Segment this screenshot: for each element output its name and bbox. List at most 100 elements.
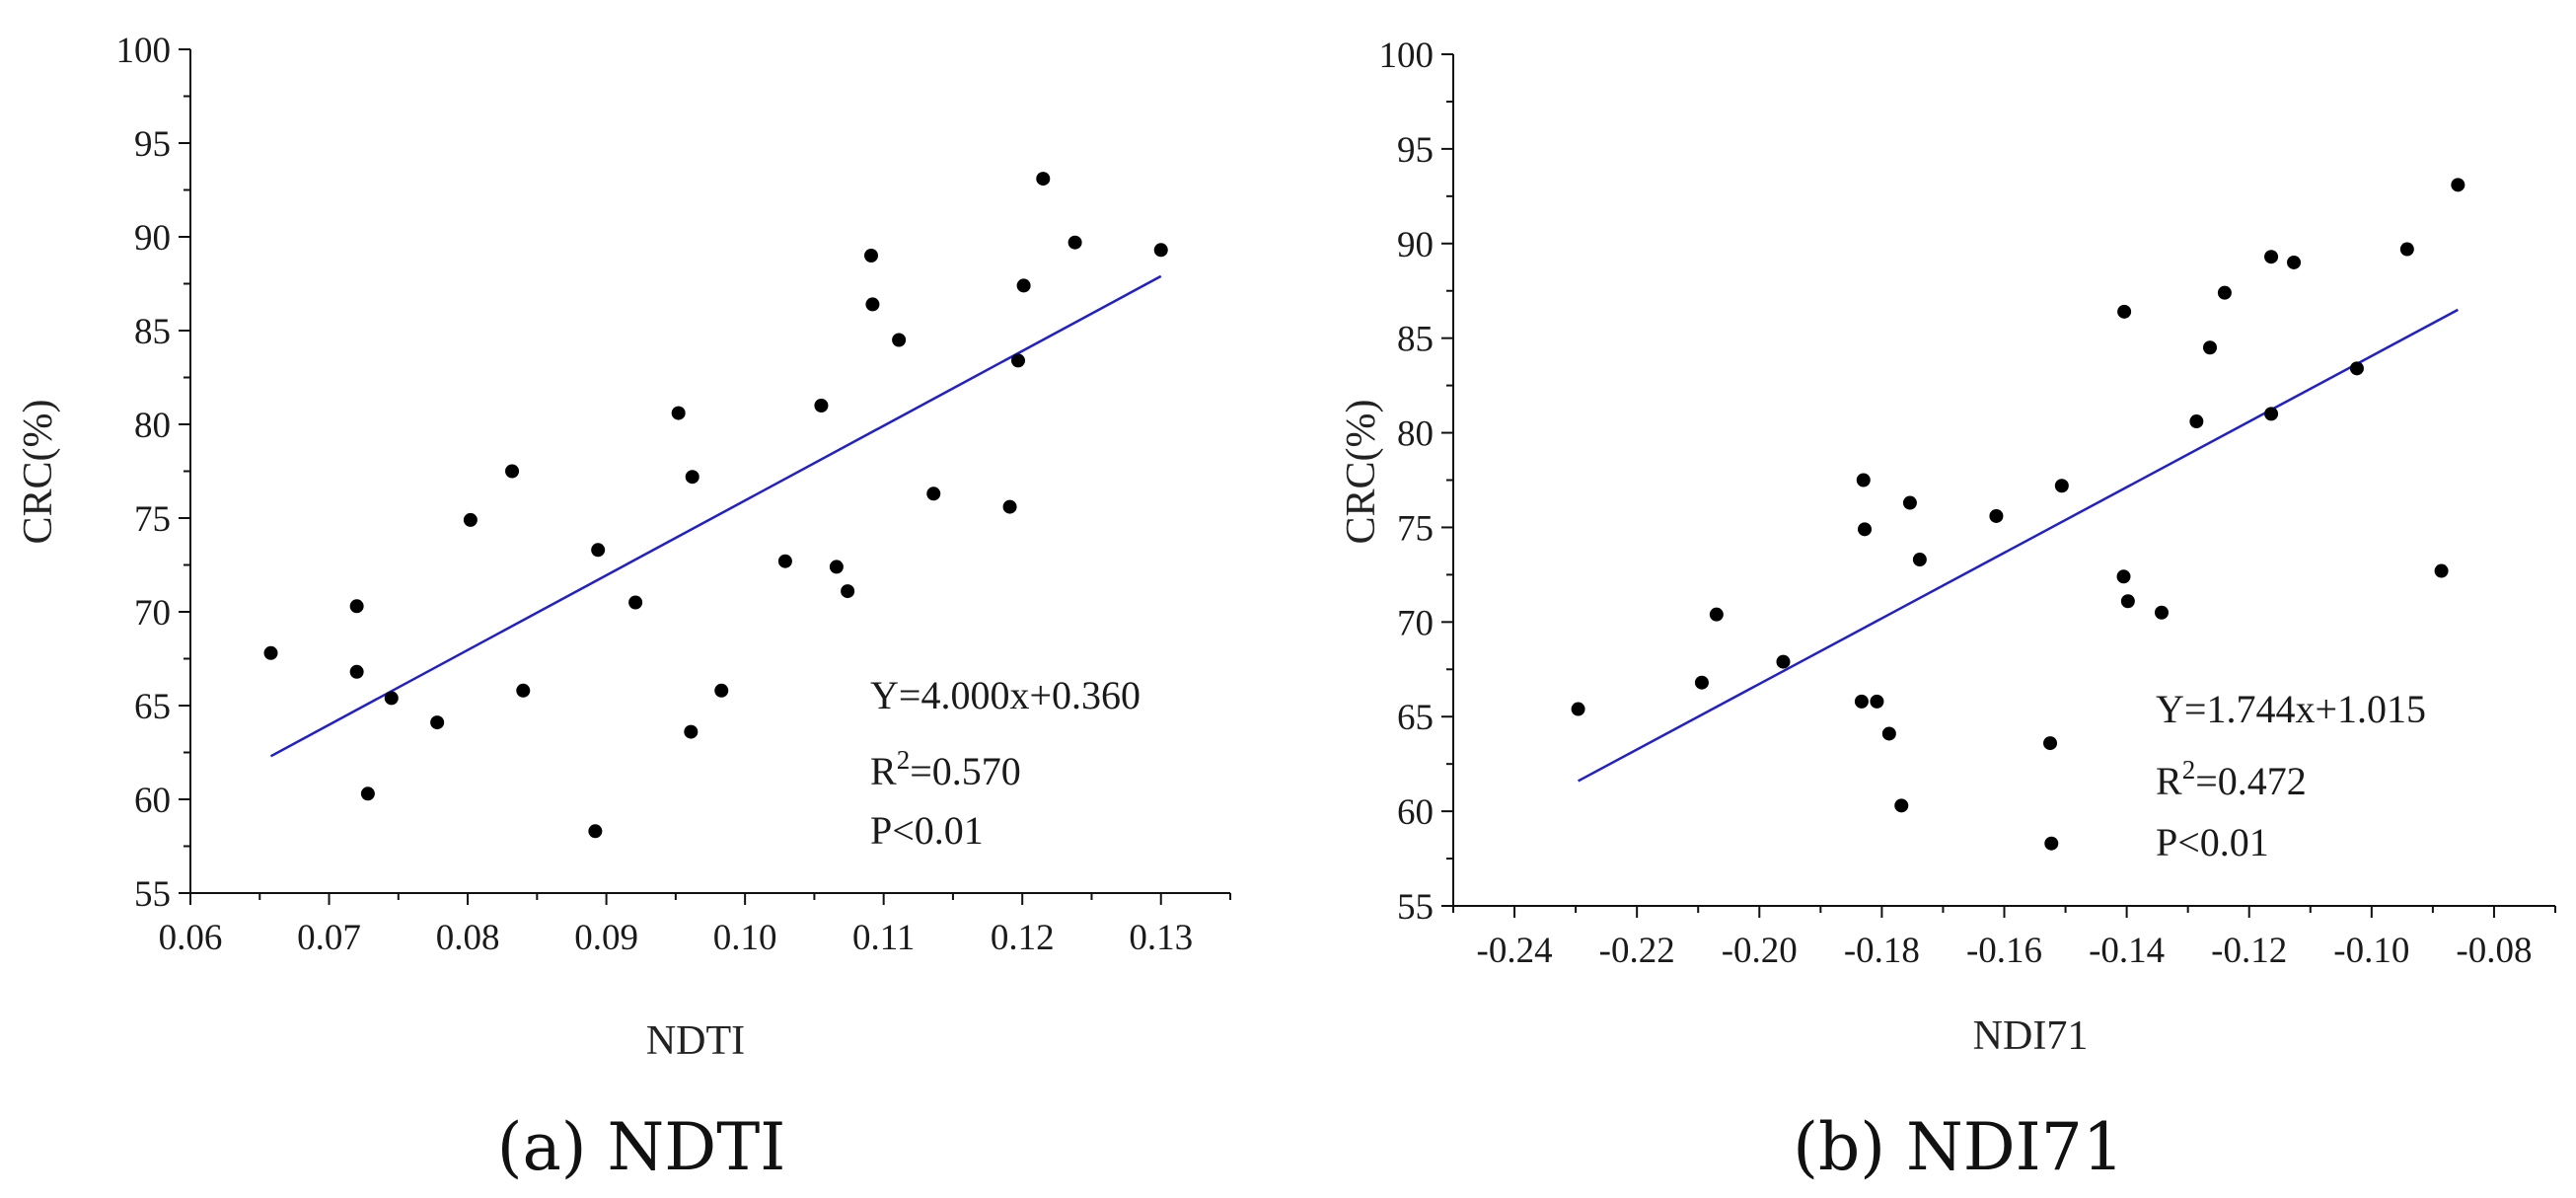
x-tick-label: 0.10 <box>713 918 777 958</box>
data-point <box>1989 508 2004 523</box>
x-tick-label: -0.18 <box>1844 931 1920 971</box>
y-tick-label: 65 <box>134 687 171 727</box>
y-tick-label: 65 <box>1397 698 1434 738</box>
x-tick-label: 0.09 <box>574 918 638 958</box>
data-point <box>1016 278 1031 293</box>
y-tick-label: 95 <box>1397 130 1434 171</box>
panel-b-y-ticks: 55 60 65 70 75 80 85 90 95 100 <box>1379 36 1453 928</box>
y-tick-label: 55 <box>1397 887 1434 928</box>
data-point <box>1694 675 1709 690</box>
panel-b-r2-value: =0.472 <box>2195 759 2307 803</box>
y-tick-label: 70 <box>1397 603 1434 643</box>
panel-a-r-squared: R2=0.570 <box>870 745 1021 793</box>
data-point <box>430 715 445 730</box>
data-point <box>2054 479 2069 493</box>
data-point <box>384 691 399 706</box>
y-tick-label: 55 <box>134 874 171 915</box>
panel-a-x-ticks: 0.06 0.07 0.08 0.09 0.10 0.11 0.12 0.13 <box>159 893 1231 958</box>
data-point <box>2434 563 2449 578</box>
data-point <box>892 333 907 347</box>
data-point <box>864 249 879 262</box>
data-point <box>2154 605 2169 620</box>
panel-b-marks <box>1571 178 2466 851</box>
data-point <box>349 599 364 614</box>
data-point <box>1870 694 1884 709</box>
data-point <box>1894 798 1909 813</box>
data-point <box>2116 569 2131 584</box>
data-point <box>2120 594 2135 609</box>
y-tick-label: 90 <box>134 218 171 259</box>
x-tick-label: -0.16 <box>1966 931 2042 971</box>
panel-a-equation: Y=4.000x+0.360 <box>870 673 1141 717</box>
data-point <box>926 487 941 501</box>
panel-b-caption: (b) NDI71 <box>1793 1109 2123 1185</box>
data-point <box>1002 499 1017 514</box>
y-tick-label: 100 <box>116 31 172 71</box>
data-point <box>2349 361 2364 376</box>
panel-a-x-axis-title: NDTI <box>646 1018 745 1064</box>
data-point <box>1036 172 1051 187</box>
data-point <box>2264 250 2279 264</box>
data-point <box>1902 495 1917 510</box>
data-point <box>865 297 880 312</box>
data-point <box>2217 285 2232 300</box>
data-point <box>2203 340 2218 355</box>
x-tick-label: -0.24 <box>1477 931 1553 971</box>
y-tick-label: 80 <box>1397 414 1434 455</box>
data-point <box>2117 304 2132 319</box>
data-point <box>1709 607 1724 622</box>
panel-a-r2-value: =0.570 <box>910 749 1021 793</box>
y-tick-label: 80 <box>134 406 171 446</box>
x-tick-label: -0.20 <box>1722 931 1798 971</box>
data-point <box>463 512 478 527</box>
data-point <box>777 554 792 568</box>
data-point <box>684 724 699 739</box>
x-tick-label: 0.08 <box>436 918 500 958</box>
data-point <box>1776 654 1791 669</box>
panel-a-r2-prefix: R <box>870 749 897 793</box>
data-point <box>2189 414 2204 429</box>
x-tick-label: -0.10 <box>2333 931 2409 971</box>
data-point <box>685 470 699 485</box>
x-tick-label: -0.12 <box>2211 931 2287 971</box>
data-point <box>2399 242 2414 257</box>
regression-line <box>1578 308 2459 783</box>
data-point <box>1153 243 1168 258</box>
data-point <box>360 786 375 801</box>
data-point <box>841 584 855 599</box>
panel-b-p-value: P<0.01 <box>2156 820 2269 864</box>
panel-b-y-axis-title: CRC(%) <box>1339 400 1384 545</box>
panel-b-r-squared: R2=0.472 <box>2156 755 2307 803</box>
panel-a-p-value: P<0.01 <box>870 808 984 853</box>
data-point <box>2451 178 2466 192</box>
x-tick-label: 0.11 <box>852 918 915 958</box>
x-tick-label: 0.12 <box>991 918 1055 958</box>
data-point <box>1912 553 1927 567</box>
x-tick-label: 0.13 <box>1129 918 1193 958</box>
data-point <box>2287 255 2302 269</box>
data-point <box>1858 522 1873 537</box>
y-tick-label: 85 <box>134 312 171 352</box>
panel-b-x-axis-title: NDI71 <box>1973 1013 2089 1059</box>
data-point <box>1854 694 1869 709</box>
y-tick-label: 90 <box>1397 225 1434 265</box>
data-point <box>591 543 606 558</box>
data-point <box>671 406 686 420</box>
y-tick-label: 60 <box>1397 792 1434 833</box>
panel-a: 0.06 0.07 0.08 0.09 0.10 0.11 0.12 0.13 55 60 65 7… <box>16 31 1231 1185</box>
y-tick-label: 70 <box>134 593 171 634</box>
data-point <box>263 645 278 660</box>
data-point <box>1856 473 1871 487</box>
data-point <box>505 464 520 479</box>
panel-b-x-ticks: -0.24 -0.22 -0.20 -0.18 -0.16 -0.14 -0.12 -0.10… <box>1452 906 2556 971</box>
x-tick-label: -0.08 <box>2456 931 2532 971</box>
x-tick-label: -0.22 <box>1599 931 1675 971</box>
panel-a-r2-superscript: 2 <box>897 745 911 775</box>
data-point <box>588 824 603 839</box>
data-point <box>349 664 364 679</box>
panel-b-r2-prefix: R <box>2156 759 2182 803</box>
panel-b-r2-superscript: 2 <box>2182 755 2196 785</box>
data-point <box>1010 353 1025 368</box>
